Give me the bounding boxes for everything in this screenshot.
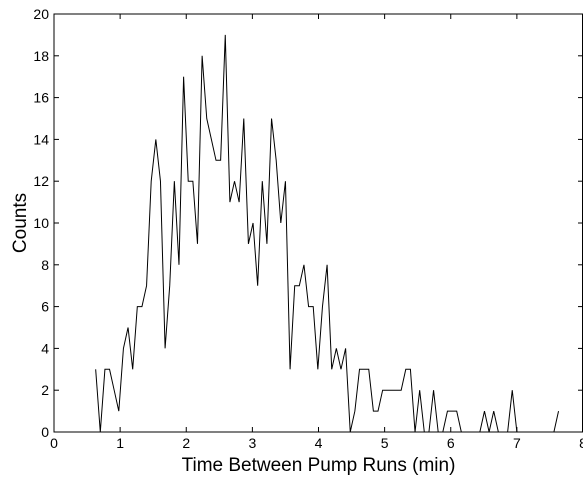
x-tick-label: 3 [248, 435, 256, 451]
x-tick-label: 7 [513, 435, 521, 451]
axis-ticks [53, 13, 583, 433]
plot-area [95, 34, 560, 433]
y-tick-label: 12 [33, 173, 49, 189]
x-tick-label: 2 [182, 435, 190, 451]
x-tick-label: 1 [116, 435, 124, 451]
y-tick-label: 4 [41, 340, 49, 356]
x-tick-label: 8 [579, 435, 583, 451]
x-tick-label: 6 [447, 435, 455, 451]
x-tick-label: 5 [381, 435, 389, 451]
y-tick-label: 16 [33, 90, 49, 106]
y-tick-label: 20 [33, 6, 49, 22]
y-tick-label: 0 [41, 424, 49, 440]
tick-labels: 01234567802468101214161820 [33, 6, 583, 451]
y-tick-label: 14 [33, 131, 49, 147]
x-tick-label: 4 [315, 435, 323, 451]
y-axis-title: Counts [10, 193, 31, 253]
y-tick-label: 10 [33, 215, 49, 231]
y-tick-label: 6 [41, 299, 49, 315]
y-tick-label: 8 [41, 257, 49, 273]
x-axis-title: Time Between Pump Runs (min) [182, 455, 456, 476]
y-tick-label: 2 [41, 382, 49, 398]
x-tick-label: 0 [50, 435, 58, 451]
y-tick-label: 18 [33, 48, 49, 64]
series-line-0 [95, 34, 560, 433]
